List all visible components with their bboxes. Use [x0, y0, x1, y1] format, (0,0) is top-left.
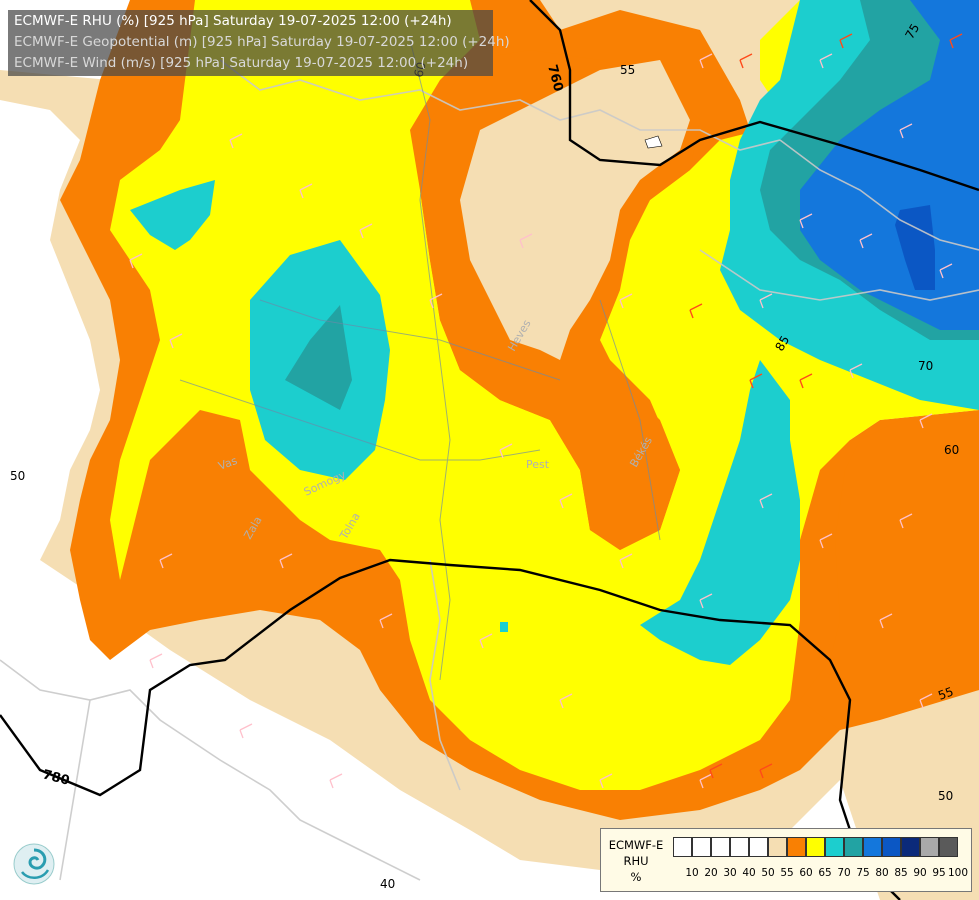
legend-swatch [806, 837, 825, 857]
rhu-contour-label: 40 [380, 877, 395, 891]
legend-tick-label: 20 [704, 867, 718, 879]
legend-tick-label: 60 [799, 867, 813, 879]
map-title-box: ECMWF-E RHU (%) [925 hPa] Saturday 19-07… [8, 10, 510, 76]
legend-swatch [768, 837, 787, 857]
rhu-65-70-northwest-blob [130, 180, 215, 250]
ecmwf-swirl-logo [13, 843, 55, 885]
rhu-contour-label: 85 [772, 333, 792, 353]
legend-tick-label: 75 [856, 867, 870, 879]
place-label: Pest [526, 458, 550, 471]
rhu-contour-label: 55 [936, 684, 955, 702]
rhu-legend: ECMWF-E RHU % 10 20 30 40 50 55 60 65 70 75 80 85 90… [600, 828, 972, 892]
geopotential-labels: 760 780 [41, 63, 566, 789]
geopotential-label: 780 [41, 767, 71, 789]
legend-tick-label: 10 [685, 867, 699, 879]
legend-swatch [825, 837, 844, 857]
rhu-70-75-west-core [285, 305, 352, 410]
legend-title-model: ECMWF-E [608, 838, 664, 852]
legend-swatches [673, 837, 958, 857]
rhu-contour-label: 75 [902, 21, 922, 41]
legend-swatch [939, 837, 958, 857]
legend-tick-label: 55 [780, 867, 794, 879]
legend-tick-label: 65 [818, 867, 832, 879]
title-rhu: ECMWF-E RHU (%) [925 hPa] Saturday 19-07… [14, 13, 452, 29]
legend-tick-label: 30 [723, 867, 737, 879]
rhu-contour-label: 60 [944, 443, 959, 457]
legend-tick-label: 50 [761, 867, 775, 879]
rhu-below-50-west [0, 100, 100, 570]
rhu-50-55-heves-island [460, 60, 690, 360]
wind-barbs-strong [689, 33, 963, 779]
wind-barbs [129, 53, 953, 789]
rhu-contour-label: 50 [10, 469, 25, 483]
rhu-below-50-spot [644, 135, 663, 149]
rhu-contour-label: 70 [918, 359, 933, 373]
legend-title-variable: RHU [623, 854, 649, 868]
rhu-contour-label: 55 [620, 63, 635, 77]
legend-tick-label: 40 [742, 867, 756, 879]
legend-swatch [863, 837, 882, 857]
legend-tick-label: 90 [913, 867, 927, 879]
rhu-80-85-core [895, 205, 935, 290]
legend-swatch [844, 837, 863, 857]
river-lines [179, 39, 661, 681]
legend-ticks: 10 20 30 40 50 55 60 65 70 75 80 85 90 95 100 [673, 867, 973, 881]
rhu-65-70-southeast-tongue [640, 360, 800, 665]
legend-tick-label: 95 [932, 867, 946, 879]
legend-swatch [711, 837, 730, 857]
rhu-contour-label: 50 [938, 789, 953, 803]
legend-tick-label: 100 [947, 867, 969, 879]
legend-swatch [730, 837, 749, 857]
legend-tick-label: 70 [837, 867, 851, 879]
rhu-65-70-dot [500, 622, 508, 632]
legend-swatch [901, 837, 920, 857]
place-label: Vas [217, 454, 240, 473]
legend-title-unit: % [630, 870, 642, 884]
border-lines [0, 59, 979, 881]
title-geopotential: ECMWF-E Geopotential (m) [925 hPa] Satur… [14, 34, 510, 50]
legend-swatch [673, 837, 692, 857]
rhu-55-60-southeast [800, 420, 979, 730]
legend-swatch [920, 837, 939, 857]
geopotential-label: 760 [544, 63, 566, 93]
legend-swatch [749, 837, 768, 857]
title-wind: ECMWF-E Wind (m/s) [925 hPa] Saturday 19… [14, 55, 469, 71]
legend-tick-label: 80 [875, 867, 889, 879]
legend-swatch [882, 837, 901, 857]
legend-swatch [787, 837, 806, 857]
legend-swatch [692, 837, 711, 857]
legend-tick-label: 85 [894, 867, 908, 879]
